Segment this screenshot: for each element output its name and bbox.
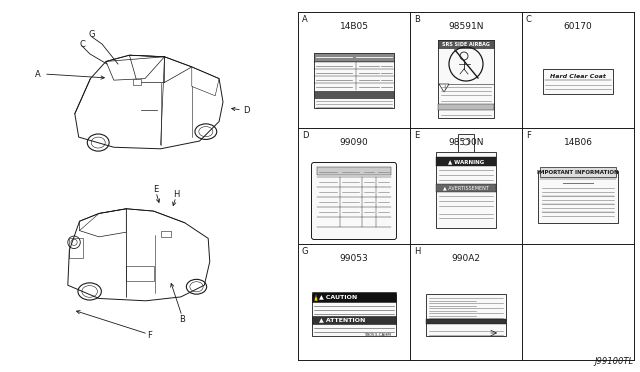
Bar — [312, 294, 396, 336]
Text: 60170: 60170 — [564, 22, 593, 31]
Polygon shape — [161, 231, 171, 237]
Bar — [317, 167, 391, 175]
Text: SRS SIDE AIRBAG: SRS SIDE AIRBAG — [442, 42, 490, 46]
Polygon shape — [133, 78, 141, 85]
Text: 990A2: 990A2 — [451, 254, 481, 263]
Bar — [69, 238, 83, 258]
Text: 99090: 99090 — [340, 138, 369, 147]
Text: !: ! — [443, 84, 445, 90]
Bar — [426, 294, 506, 336]
Text: B: B — [179, 315, 185, 324]
FancyBboxPatch shape — [312, 163, 397, 240]
Polygon shape — [314, 294, 318, 301]
Bar — [540, 167, 616, 177]
Text: ▲ AVERTISSEMENT: ▲ AVERTISSEMENT — [443, 186, 489, 190]
Bar — [438, 40, 494, 118]
Text: 99053-CAHM: 99053-CAHM — [365, 333, 392, 337]
Text: 98590N: 98590N — [448, 138, 484, 147]
Bar — [436, 157, 496, 166]
Text: 98591N: 98591N — [448, 22, 484, 31]
Text: E: E — [154, 185, 159, 193]
Text: 14B05: 14B05 — [339, 22, 369, 31]
Bar — [126, 266, 154, 281]
Text: G: G — [302, 247, 308, 256]
Bar — [312, 316, 396, 324]
Text: D: D — [243, 106, 249, 115]
Text: A: A — [302, 15, 308, 24]
Bar — [314, 91, 394, 98]
Bar — [436, 184, 496, 192]
Text: G: G — [89, 29, 95, 38]
Bar — [458, 134, 474, 154]
Bar — [312, 292, 396, 302]
Text: Hard Clear Coat: Hard Clear Coat — [550, 74, 606, 78]
Text: E: E — [414, 131, 419, 140]
Text: B: B — [414, 15, 420, 24]
Text: 14B06: 14B06 — [563, 138, 593, 147]
Text: A: A — [35, 70, 41, 78]
Text: D: D — [302, 131, 308, 140]
Bar — [438, 40, 494, 48]
Circle shape — [463, 139, 469, 145]
Text: ▲ WARNING: ▲ WARNING — [448, 159, 484, 164]
Bar — [314, 53, 394, 108]
Text: ▲ ATTENTION: ▲ ATTENTION — [319, 317, 365, 323]
Bar — [426, 319, 506, 324]
Text: IMPORTANT INFORMATION: IMPORTANT INFORMATION — [537, 170, 619, 174]
Bar — [538, 171, 618, 223]
Text: F: F — [148, 331, 152, 340]
Bar — [314, 53, 394, 61]
Bar — [438, 104, 494, 110]
Text: H: H — [414, 247, 420, 256]
Text: C: C — [526, 15, 532, 24]
Bar — [543, 69, 613, 94]
Text: F: F — [526, 131, 531, 140]
Text: C: C — [79, 39, 85, 48]
Bar — [436, 152, 496, 228]
Text: J99100TL: J99100TL — [595, 357, 634, 366]
Text: H: H — [173, 189, 179, 199]
Text: ▲ CAUTION: ▲ CAUTION — [319, 295, 357, 299]
Text: 99053: 99053 — [340, 254, 369, 263]
Polygon shape — [439, 84, 449, 92]
